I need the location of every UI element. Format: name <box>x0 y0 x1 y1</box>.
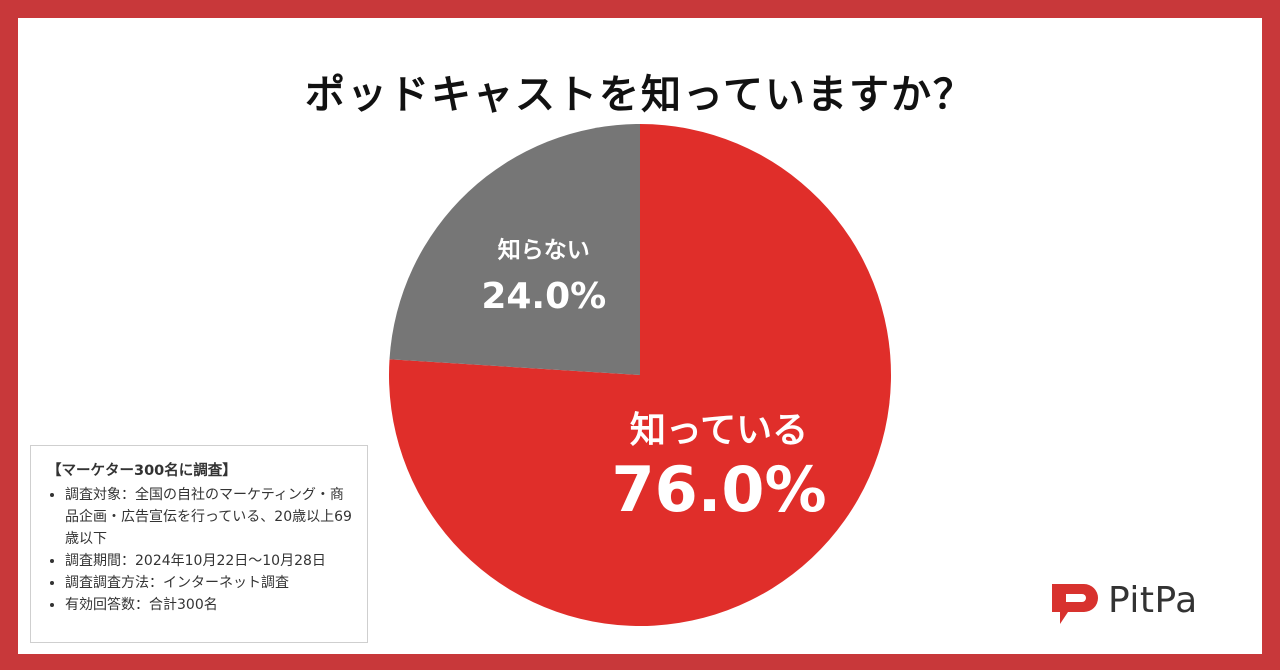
survey-notes: 【マーケター300名に調査】 調査対象：全国の自社のマーケティング・商品企画・広… <box>30 445 368 643</box>
survey-notes-list: 調査対象：全国の自社のマーケティング・商品企画・広告宣伝を行っている、20歳以上… <box>47 484 353 616</box>
pitpa-logo-text: PitPa <box>1108 580 1198 621</box>
slice-label-name: 知っている <box>630 410 808 451</box>
pie-slice-unknown <box>389 124 640 375</box>
survey-notes-title: 【マーケター300名に調査】 <box>47 463 237 479</box>
survey-note-item: 調査調査方法：インターネット調査 <box>65 572 353 594</box>
slice-label-value: 76.0% <box>611 453 826 526</box>
chart-title: ポッドキャストを知っていますか？ <box>305 72 975 118</box>
slice-label-name: 知らない <box>498 237 590 264</box>
survey-note-item: 有効回答数：合計300名 <box>65 594 353 616</box>
chart-frame: ポッドキャストを知っていますか？ 知っている 76.0% 知らない 24.0% 【マー… <box>18 18 1262 654</box>
pitpa-logo-icon <box>1052 584 1098 624</box>
survey-note-item: 調査期間：2024年10月22日〜10月28日 <box>65 550 353 572</box>
slice-label-value: 24.0% <box>481 276 606 317</box>
pitpa-logo: PitPa <box>1044 578 1244 628</box>
survey-note-item: 調査対象：全国の自社のマーケティング・商品企画・広告宣伝を行っている、20歳以上… <box>65 484 353 550</box>
pie-slice-known <box>389 124 892 626</box>
